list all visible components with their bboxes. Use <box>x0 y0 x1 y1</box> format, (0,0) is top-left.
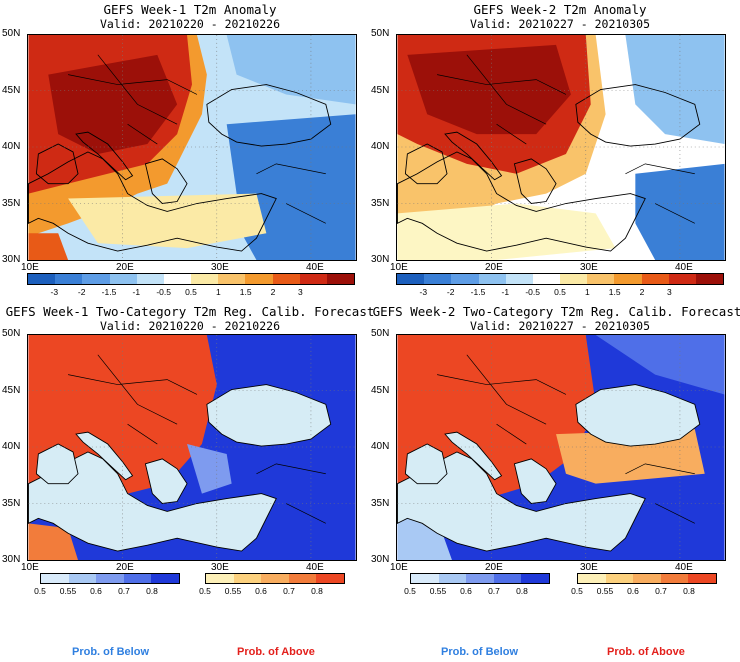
prob-tick: 0.7 <box>655 586 667 596</box>
prob-below-label-1: Prob. of Below <box>72 646 149 658</box>
lat-label: 35N <box>371 497 390 509</box>
lon-label: 10E <box>21 562 39 573</box>
colorbar-tick: 1 <box>584 287 590 297</box>
lon-label: 10E <box>390 262 408 273</box>
colorbar-tick: 0.5 <box>185 287 197 297</box>
prob-tick: 0.8 <box>516 586 528 596</box>
colorbar-tick: -1 <box>501 287 510 297</box>
prob-tick: 0.5 <box>199 586 211 596</box>
anomaly-colorbar-2 <box>396 273 724 285</box>
lon-label: 40E <box>306 562 324 573</box>
map-4 <box>396 334 726 561</box>
lon-label: 10E <box>21 262 39 273</box>
lon-label: 40E <box>675 562 693 573</box>
prob-tick: 0.5 <box>404 586 416 596</box>
colorbar-tick: 1 <box>215 287 221 297</box>
colorbar-tick: -2 <box>77 287 86 297</box>
lat-label: 40N <box>2 141 21 152</box>
lat-label: 40N <box>2 441 21 452</box>
prob-tick: 0.55 <box>429 586 447 596</box>
colorbar-tick: 2 <box>639 287 645 297</box>
panel-1-valid: Valid: 20210220 - 20210226 <box>99 17 280 31</box>
below-colorbar-2 <box>410 573 550 584</box>
lat-label: 30N <box>2 554 21 565</box>
colorbar-tick: 1.5 <box>239 287 252 297</box>
panel-3-valid: Valid: 20210220 - 20210226 <box>99 319 280 333</box>
lat-label: 35N <box>371 197 390 209</box>
colorbar-tick: -3 <box>419 287 428 297</box>
lat-label: 35N <box>2 197 21 209</box>
anomaly-colorbar-1 <box>27 273 355 285</box>
lat-label: 30N <box>371 554 390 565</box>
colorbar-tick: -0.5 <box>525 287 540 297</box>
lon-label: 20E <box>485 562 503 573</box>
prob-tick: 0.5 <box>34 586 46 596</box>
lon-label: 30E <box>580 262 598 273</box>
prob-tick: 0.55 <box>596 586 614 596</box>
colorbar-tick: 2 <box>270 287 276 297</box>
lat-label: 35N <box>2 497 21 509</box>
lat-label: 40N <box>371 441 390 452</box>
lat-label: 40N <box>371 141 390 152</box>
lon-label: 40E <box>306 262 324 273</box>
lat-label: 30N <box>371 254 390 265</box>
lat-label: 45N <box>371 84 390 96</box>
lat-label: 45N <box>371 384 390 396</box>
lat-label: 45N <box>2 84 21 96</box>
prob-tick: 0.8 <box>311 586 323 596</box>
panel-2-title: GEFS Week-2 T2m Anomaly <box>473 2 647 17</box>
prob-above-label-2: Prob. of Above <box>607 646 685 658</box>
lon-label: 20E <box>116 262 134 273</box>
map-1 <box>27 34 357 261</box>
panel-4-title: GEFS Week-2 Two-Category T2m Reg. Calib.… <box>372 304 740 319</box>
panel-2-valid: Valid: 20210227 - 20210305 <box>469 17 650 31</box>
prob-tick: 0.6 <box>90 586 102 596</box>
colorbar-tick: -1 <box>132 287 141 297</box>
prob-tick: 0.6 <box>255 586 267 596</box>
colorbar-tick: -3 <box>50 287 59 297</box>
lat-label: 50N <box>2 28 21 39</box>
prob-tick: 0.7 <box>283 586 295 596</box>
prob-above-label-1: Prob. of Above <box>237 646 315 658</box>
above-colorbar-2 <box>577 573 717 584</box>
lat-label: 50N <box>2 328 21 339</box>
colorbar-tick: 0.5 <box>554 287 566 297</box>
prob-below-label-2: Prob. of Below <box>441 646 518 658</box>
map-3 <box>27 334 357 561</box>
colorbar-tick: -2 <box>446 287 455 297</box>
prob-tick: 0.6 <box>460 586 472 596</box>
prob-tick: 0.8 <box>683 586 695 596</box>
prob-tick: 0.7 <box>488 586 500 596</box>
lon-label: 40E <box>675 262 693 273</box>
lat-label: 45N <box>2 384 21 396</box>
prob-tick: 0.6 <box>627 586 639 596</box>
lat-label: 50N <box>371 28 390 39</box>
lon-label: 10E <box>390 562 408 573</box>
above-colorbar-1 <box>205 573 345 584</box>
lat-label: 30N <box>2 254 21 265</box>
colorbar-tick: 3 <box>666 287 672 297</box>
colorbar-tick: -0.5 <box>156 287 171 297</box>
lon-label: 20E <box>116 562 134 573</box>
panel-3-title: GEFS Week-1 Two-Category T2m Reg. Calib.… <box>5 304 375 319</box>
map-2 <box>396 34 726 261</box>
colorbar-tick: 1.5 <box>608 287 621 297</box>
lon-label: 30E <box>580 562 598 573</box>
lon-label: 30E <box>211 562 229 573</box>
colorbar-tick: -1.5 <box>470 287 486 297</box>
prob-tick: 0.55 <box>224 586 242 596</box>
panel-1-title: GEFS Week-1 T2m Anomaly <box>103 2 277 17</box>
colorbar-tick: 3 <box>297 287 303 297</box>
prob-tick: 0.55 <box>59 586 77 596</box>
lon-label: 30E <box>211 262 229 273</box>
lon-label: 20E <box>485 262 503 273</box>
prob-tick: 0.5 <box>571 586 583 596</box>
prob-tick: 0.7 <box>118 586 130 596</box>
prob-tick: 0.8 <box>146 586 158 596</box>
panel-4-valid: Valid: 20210227 - 20210305 <box>469 319 650 333</box>
lat-label: 50N <box>371 328 390 339</box>
below-colorbar-1 <box>40 573 180 584</box>
colorbar-tick: -1.5 <box>101 287 117 297</box>
